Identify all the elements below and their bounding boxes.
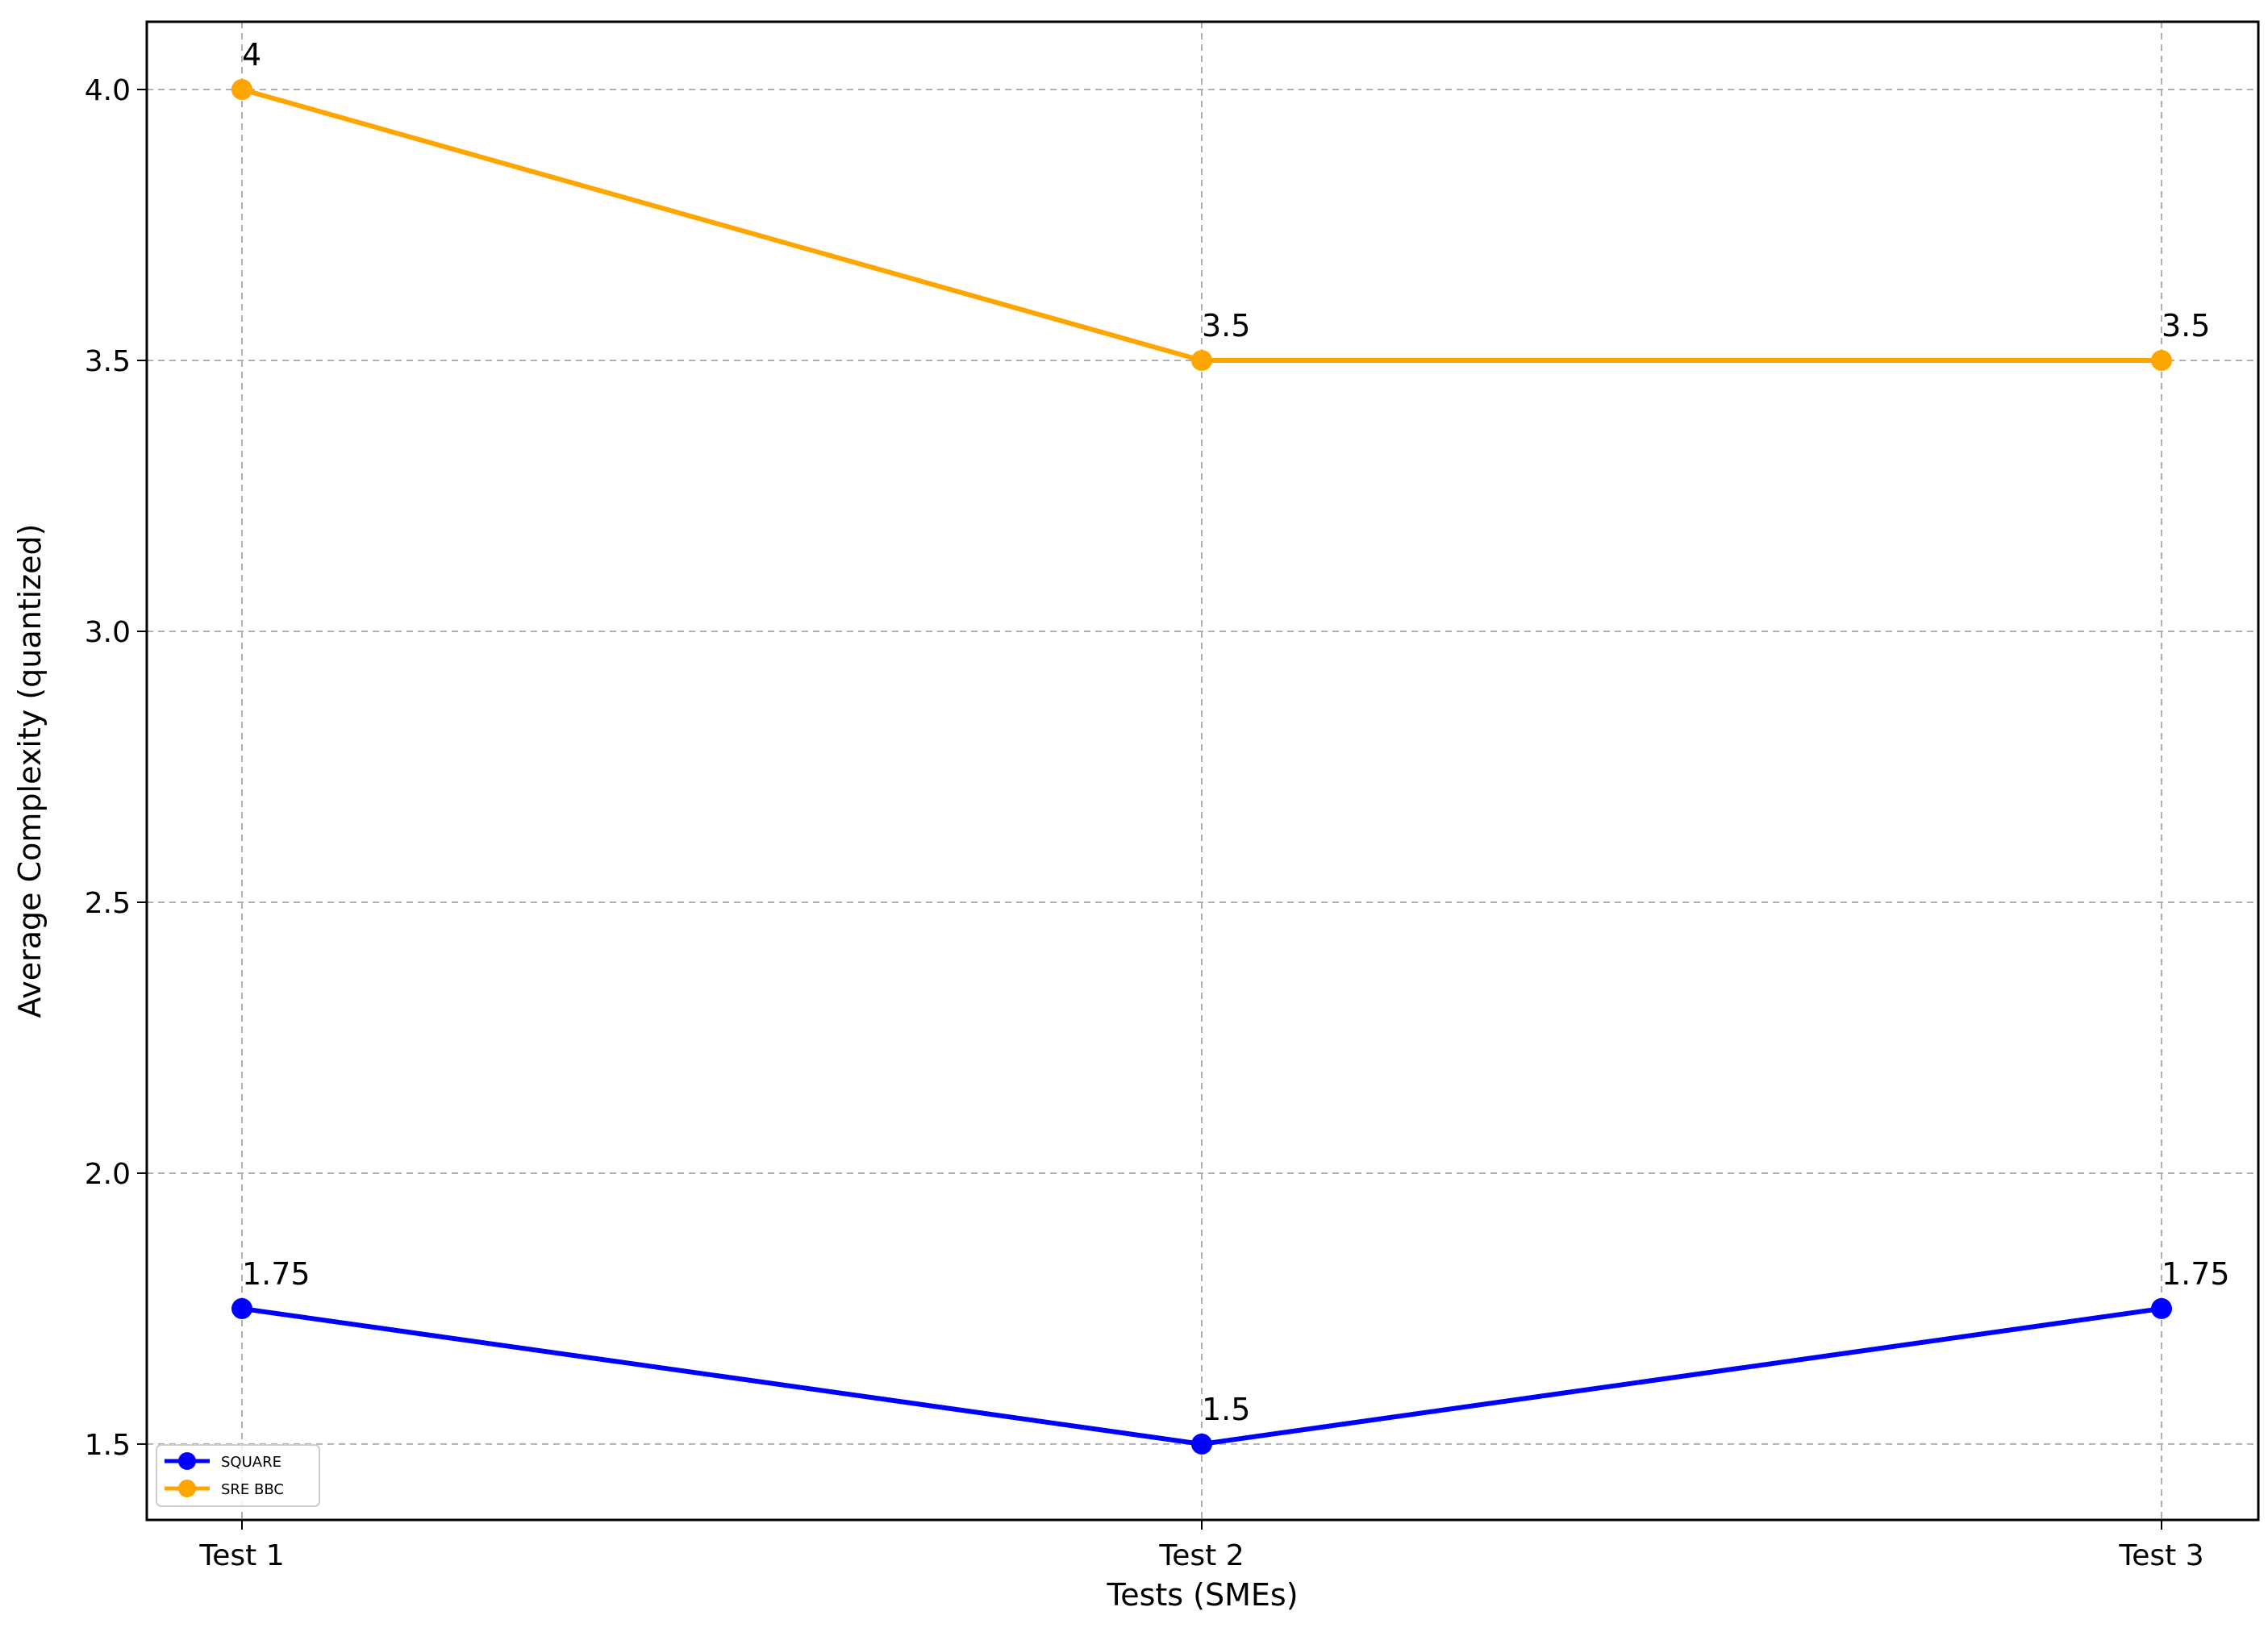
data-label-sre-bbc: 3.5 (2162, 308, 2210, 343)
data-label-square: 1.75 (242, 1256, 311, 1292)
data-label-sre-bbc: 4 (242, 37, 261, 73)
legend-marker (178, 1480, 196, 1497)
x-axis-label: Tests (SMEs) (1106, 1577, 1298, 1613)
data-point-sre-bbc (231, 78, 252, 100)
y-tick-label: 2.0 (85, 1158, 131, 1191)
legend-label: SRE BBC (221, 1481, 284, 1498)
data-label-square: 1.75 (2162, 1256, 2230, 1292)
data-point-square (2151, 1297, 2172, 1319)
data-label-square: 1.5 (1202, 1392, 1250, 1427)
y-tick-label: 3.5 (85, 345, 131, 378)
series-group (231, 78, 2172, 1455)
y-tick-label: 4.0 (85, 74, 131, 107)
data-point-square (231, 1297, 252, 1319)
data-labels: 1.75 1.5 1.75 4 3.5 3.5 (242, 37, 2230, 1427)
x-tick-label: Test 3 (2118, 1539, 2203, 1572)
legend: SQUARE SRE BBC (156, 1444, 320, 1507)
data-label-sre-bbc: 3.5 (1202, 308, 1250, 343)
legend-label: SQUARE (221, 1454, 281, 1471)
data-point-sre-bbc (1191, 349, 1212, 371)
x-tick-label: Test 2 (1158, 1539, 1244, 1572)
y-axis-label: Average Complexity (quantized) (12, 524, 48, 1018)
data-point-sre-bbc (2151, 349, 2172, 371)
data-point-square (1191, 1433, 1212, 1455)
x-tick-label: Test 1 (198, 1539, 284, 1572)
axis-ticks: 1.5 2.0 2.5 3.0 3.5 4.0 Test 1 Test 2 Test 3 (85, 74, 2204, 1572)
y-tick-label: 3.0 (85, 616, 131, 649)
legend-marker (178, 1452, 196, 1470)
y-tick-label: 2.5 (85, 887, 131, 920)
y-tick-label: 1.5 (85, 1429, 131, 1462)
